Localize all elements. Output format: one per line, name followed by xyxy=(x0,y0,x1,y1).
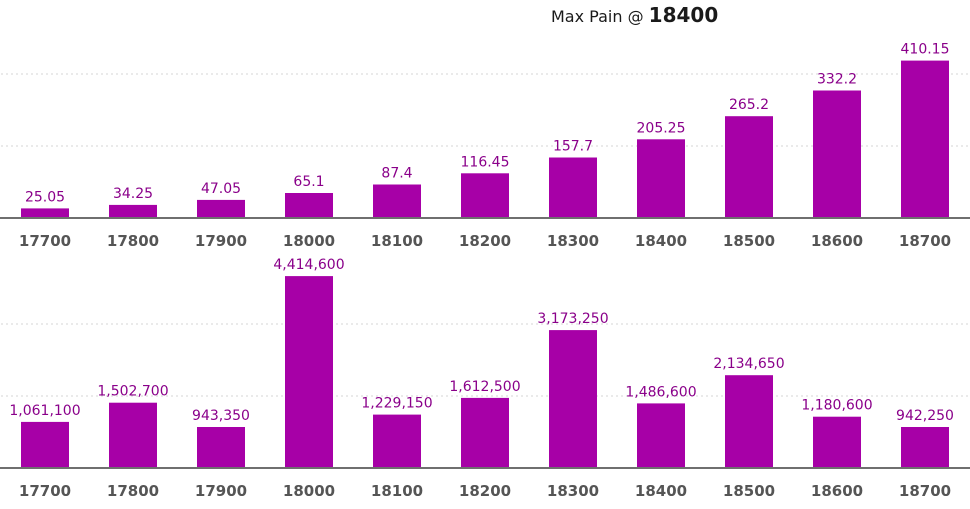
x-tick-label: 18600 xyxy=(811,482,863,500)
data-label: 1,229,150 xyxy=(361,396,432,412)
data-label: 942,250 xyxy=(896,408,954,424)
bar-17900[interactable] xyxy=(197,427,245,468)
bar-17700[interactable] xyxy=(21,421,69,468)
title-prefix: Max Pain @ xyxy=(551,7,649,26)
chart-title: Max Pain @ 18400 xyxy=(551,3,718,27)
x-tick-label: 18000 xyxy=(283,232,335,250)
x-tick-label: 18500 xyxy=(723,482,775,500)
data-label: 65.1 xyxy=(293,174,324,190)
data-label: 34.25 xyxy=(113,186,153,202)
bar-18000[interactable] xyxy=(285,276,333,468)
x-tick-label: 17800 xyxy=(107,482,159,500)
max-pain-value: 18400 xyxy=(648,3,719,27)
bar-18400[interactable] xyxy=(637,139,685,218)
x-tick-label: 17700 xyxy=(19,482,71,500)
bar-18400[interactable] xyxy=(637,403,685,468)
bar-18700[interactable] xyxy=(901,60,949,218)
data-label: 157.7 xyxy=(553,139,593,155)
x-tick-label: 18100 xyxy=(371,232,423,250)
bar-chart-top: 25.05 17700 34.25 17800 47.05 17900 65.1 18000 8… xyxy=(0,42,970,250)
bar-17800[interactable] xyxy=(109,204,157,218)
data-label: 1,180,600 xyxy=(801,398,872,414)
data-label: 410.15 xyxy=(901,42,950,58)
data-label: 205.25 xyxy=(637,120,686,136)
data-label: 1,612,500 xyxy=(449,379,520,395)
bar-chart-bottom: 1,061,100 17700 1,502,700 17800 943,350 17900… xyxy=(0,257,970,500)
x-tick-label: 18600 xyxy=(811,232,863,250)
bar-18500[interactable] xyxy=(725,375,773,468)
bar-18200[interactable] xyxy=(461,397,509,468)
x-tick-label: 17800 xyxy=(107,232,159,250)
data-label: 4,414,600 xyxy=(273,257,344,273)
x-tick-label: 18200 xyxy=(459,232,511,250)
bar-18600[interactable] xyxy=(813,416,861,468)
data-label: 1,061,100 xyxy=(9,403,80,419)
data-label: 1,502,700 xyxy=(97,384,168,400)
data-label: 2,134,650 xyxy=(713,356,784,372)
bar-18000[interactable] xyxy=(285,193,333,218)
bar-18200[interactable] xyxy=(461,173,509,218)
x-tick-label: 17900 xyxy=(195,482,247,500)
data-label: 332.2 xyxy=(817,72,857,88)
data-label: 116.45 xyxy=(461,154,510,170)
data-label: 3,173,250 xyxy=(537,311,608,327)
bar-18300[interactable] xyxy=(549,330,597,468)
data-label: 87.4 xyxy=(381,166,412,182)
data-label: 265.2 xyxy=(729,97,769,113)
x-tick-label: 18300 xyxy=(547,482,599,500)
data-label: 25.05 xyxy=(25,189,65,205)
x-tick-label: 18700 xyxy=(899,232,951,250)
x-tick-label: 18000 xyxy=(283,482,335,500)
bar-18100[interactable] xyxy=(373,184,421,219)
data-label: 943,350 xyxy=(192,408,250,424)
data-label: 1,486,600 xyxy=(625,384,696,400)
x-tick-label: 17900 xyxy=(195,232,247,250)
bar-18300[interactable] xyxy=(549,157,597,219)
x-tick-label: 18200 xyxy=(459,482,511,500)
x-tick-label: 17700 xyxy=(19,232,71,250)
bar-17800[interactable] xyxy=(109,402,157,468)
x-tick-label: 18400 xyxy=(635,232,687,250)
bar-18100[interactable] xyxy=(373,414,421,468)
bar-17700[interactable] xyxy=(21,208,69,218)
bar-18500[interactable] xyxy=(725,116,773,218)
bar-18600[interactable] xyxy=(813,90,861,219)
data-label: 47.05 xyxy=(201,181,241,197)
x-tick-label: 18400 xyxy=(635,482,687,500)
x-tick-label: 18100 xyxy=(371,482,423,500)
bar-17900[interactable] xyxy=(197,199,245,218)
bar-18700[interactable] xyxy=(901,427,949,468)
x-tick-label: 18700 xyxy=(899,482,951,500)
x-tick-label: 18300 xyxy=(547,232,599,250)
x-tick-label: 18500 xyxy=(723,232,775,250)
